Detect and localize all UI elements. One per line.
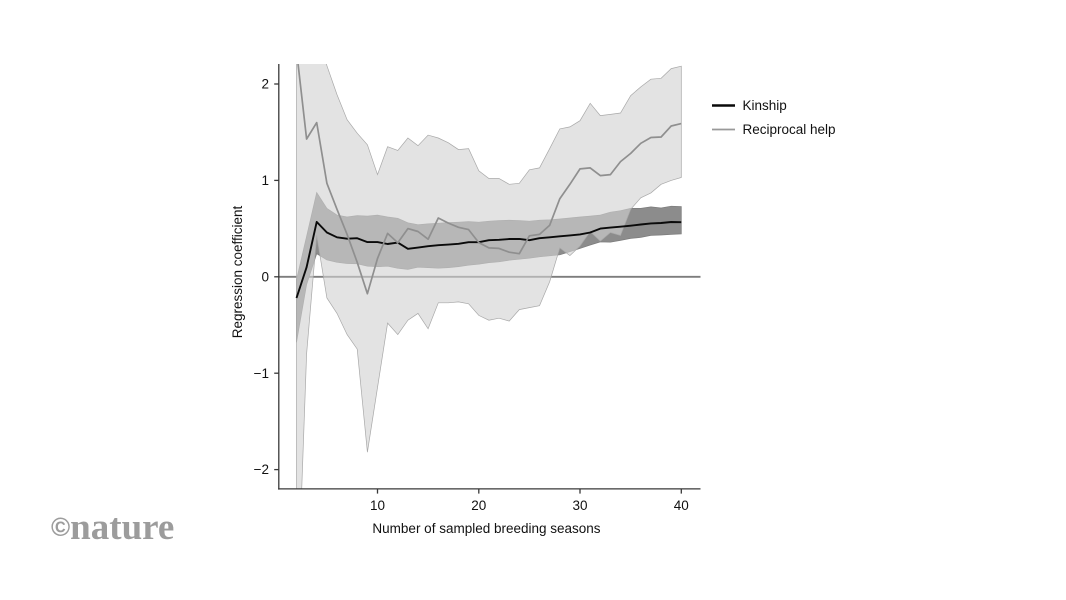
- svg-text:Kinship: Kinship: [743, 98, 787, 113]
- svg-text:1: 1: [261, 173, 269, 188]
- svg-text:Reciprocal help: Reciprocal help: [743, 122, 836, 137]
- svg-text:Number of sampled breeding sea: Number of sampled breeding seasons: [372, 521, 600, 536]
- svg-text:10: 10: [370, 498, 385, 513]
- svg-text:20: 20: [471, 498, 486, 513]
- svg-text:40: 40: [674, 498, 689, 513]
- svg-text:0: 0: [261, 269, 269, 284]
- svg-text:−2: −2: [254, 462, 269, 477]
- svg-text:Regression coefficient: Regression coefficient: [230, 205, 245, 338]
- svg-text:2: 2: [261, 77, 269, 92]
- svg-text:30: 30: [572, 498, 587, 513]
- svg-text:−1: −1: [254, 366, 269, 381]
